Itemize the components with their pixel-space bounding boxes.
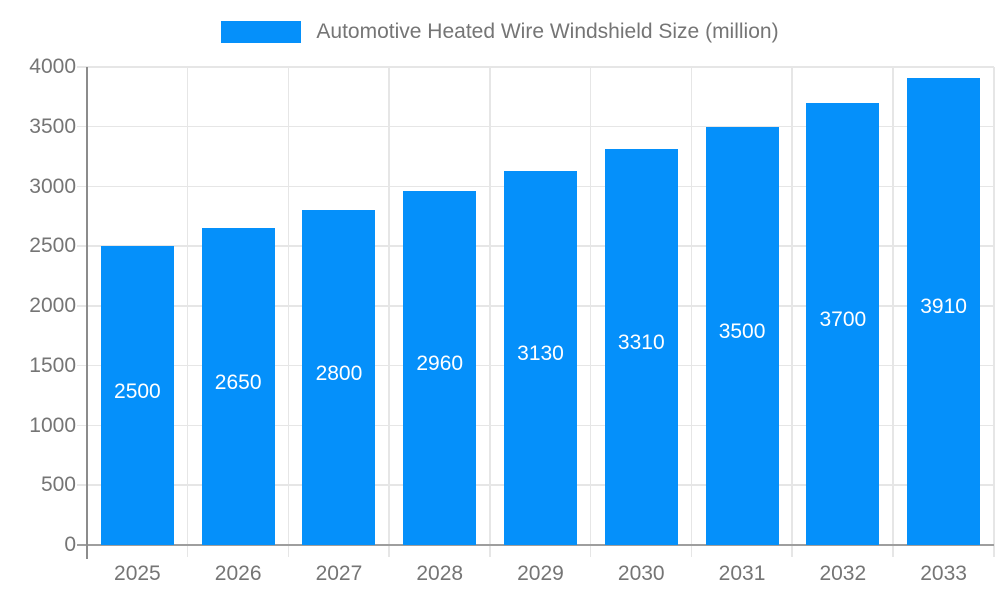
bar-2028[interactable]: 2960 (403, 191, 477, 545)
x-baseline (77, 544, 994, 546)
gridline-v (993, 67, 995, 557)
x-tick-label: 2033 (920, 562, 967, 585)
bar-2033[interactable]: 3910 (907, 77, 981, 545)
bar-2029[interactable]: 3130 (504, 170, 577, 545)
y-tick-label: 4000 (29, 55, 76, 78)
bar-2031[interactable]: 3500 (705, 126, 779, 545)
bar-value-label: 2960 (416, 352, 464, 376)
bar-2025[interactable]: 2500 (100, 246, 174, 545)
y-tick-label: 0 (64, 533, 76, 556)
y-tick-label: 1500 (29, 353, 76, 377)
y-tick-label: 3000 (29, 174, 76, 198)
legend-swatch (221, 21, 302, 43)
bar-value-label: 2650 (214, 370, 262, 394)
y-tick-label: 2500 (29, 234, 76, 258)
x-tick-label: 2025 (114, 562, 161, 585)
y-axis-line (86, 67, 88, 559)
bar-value-label: 3910 (920, 295, 967, 319)
x-tick-label: 2028 (416, 562, 464, 585)
bar-2032[interactable]: 3700 (806, 102, 880, 545)
legend-label: Automotive Heated Wire Windshield Size (… (316, 20, 779, 43)
y-tick-label: 3500 (29, 114, 76, 138)
plot-area: 2500 2650 2800 2960 3130 3310 3500 3700 3910 (77, 66, 995, 559)
gridline-v (690, 67, 693, 557)
y-tick-label: 2000 (29, 294, 76, 317)
bar-2030[interactable]: 3310 (604, 149, 678, 545)
y-tick-label: 1000 (29, 413, 76, 437)
gridline-v (388, 67, 390, 557)
bar-2027[interactable]: 2800 (302, 210, 376, 545)
gridline-v (589, 67, 592, 557)
gridline-v (287, 67, 290, 557)
x-tick-label: 2027 (315, 562, 363, 585)
bar-value-label: 3700 (819, 307, 867, 331)
bar-value-label: 3310 (617, 331, 665, 355)
gridline-v (892, 67, 894, 557)
gridline-h (77, 125, 994, 128)
bar-value-label: 3500 (718, 319, 766, 343)
legend: Automotive Heated Wire Windshield Size (… (0, 21, 1000, 43)
gridline-v (186, 67, 189, 557)
gridline-v (489, 67, 491, 557)
x-tick-label: 2026 (214, 562, 262, 585)
x-tick-label: 2030 (617, 562, 665, 585)
x-tick-label: 2032 (819, 562, 867, 585)
bar-value-label: 3130 (517, 341, 564, 365)
bar-value-label: 2500 (114, 379, 161, 403)
x-tick-label: 2031 (718, 562, 766, 585)
bar-2026[interactable]: 2650 (201, 228, 275, 545)
x-tick-label: 2029 (517, 562, 564, 585)
bar-value-label: 2800 (315, 361, 363, 385)
gridline-h (77, 66, 994, 68)
gridline-v (791, 67, 793, 557)
y-tick-label: 500 (40, 473, 76, 497)
